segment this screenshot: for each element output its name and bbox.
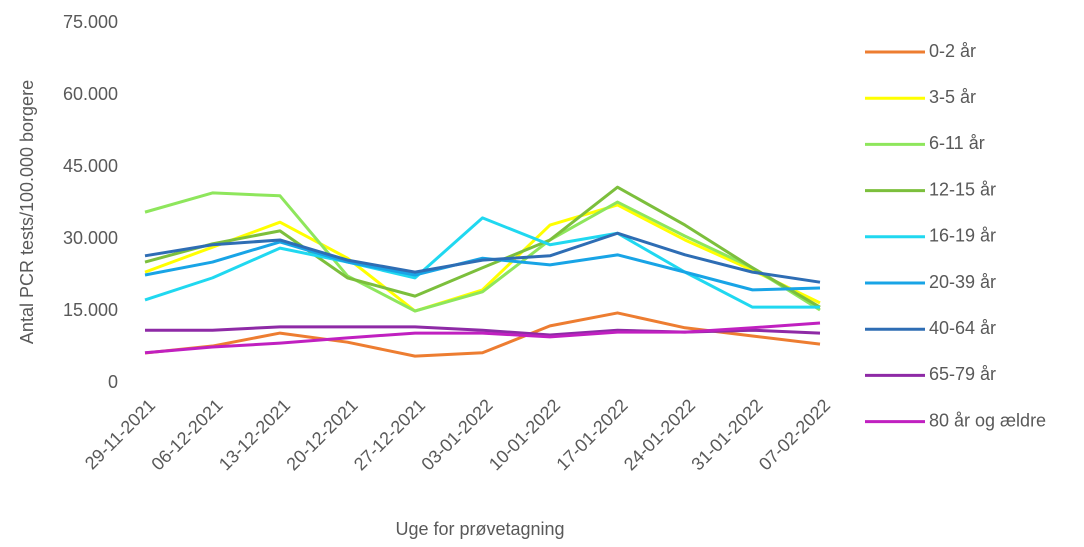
x-tick-label: 24-01-2022	[620, 395, 699, 474]
series-line	[144, 185, 821, 309]
y-tick-label: 15.000	[63, 300, 118, 320]
legend-label: 20-39 år	[929, 272, 996, 292]
x-tick-label: 29-11-2021	[81, 395, 159, 473]
legend-label: 40-64 år	[929, 318, 996, 338]
x-tick-label: 31-01-2022	[687, 395, 766, 474]
x-tick-label: 17-01-2022	[552, 395, 631, 474]
series-line	[144, 191, 821, 313]
y-axis-title: Antal PCR tests/100.000 borgere	[17, 80, 37, 344]
legend-label: 3-5 år	[929, 87, 976, 107]
legend-label: 12-15 år	[929, 179, 996, 199]
series-line	[144, 203, 821, 313]
x-tick-label: 06-12-2021	[147, 395, 226, 474]
legend-label: 16-19 år	[929, 226, 996, 246]
x-axis-title: Uge for prøvetagning	[395, 519, 564, 539]
y-tick-label: 75.000	[63, 12, 118, 32]
x-tick-label: 27-12-2021	[350, 395, 429, 474]
x-tick-label: 03-01-2022	[417, 395, 496, 474]
legend-label: 65-79 år	[929, 364, 996, 384]
x-tick-label: 13-12-2021	[215, 395, 294, 474]
y-tick-label: 45.000	[63, 156, 118, 176]
x-tick-label: 10-01-2022	[485, 395, 564, 474]
series-line	[144, 216, 820, 309]
y-tick-label: 60.000	[63, 84, 118, 104]
legend-label: 0-2 år	[929, 41, 976, 61]
series-line	[144, 321, 821, 355]
series-line	[144, 240, 821, 292]
series-line	[144, 231, 821, 284]
y-tick-label: 0	[108, 372, 118, 392]
x-tick-label: 07-02-2022	[755, 395, 834, 474]
legend-label: 80 år og ældre	[929, 410, 1046, 430]
y-tick-label: 30.000	[63, 228, 118, 248]
x-tick-label: 20-12-2021	[282, 395, 361, 474]
legend-label: 6-11 år	[929, 133, 985, 153]
